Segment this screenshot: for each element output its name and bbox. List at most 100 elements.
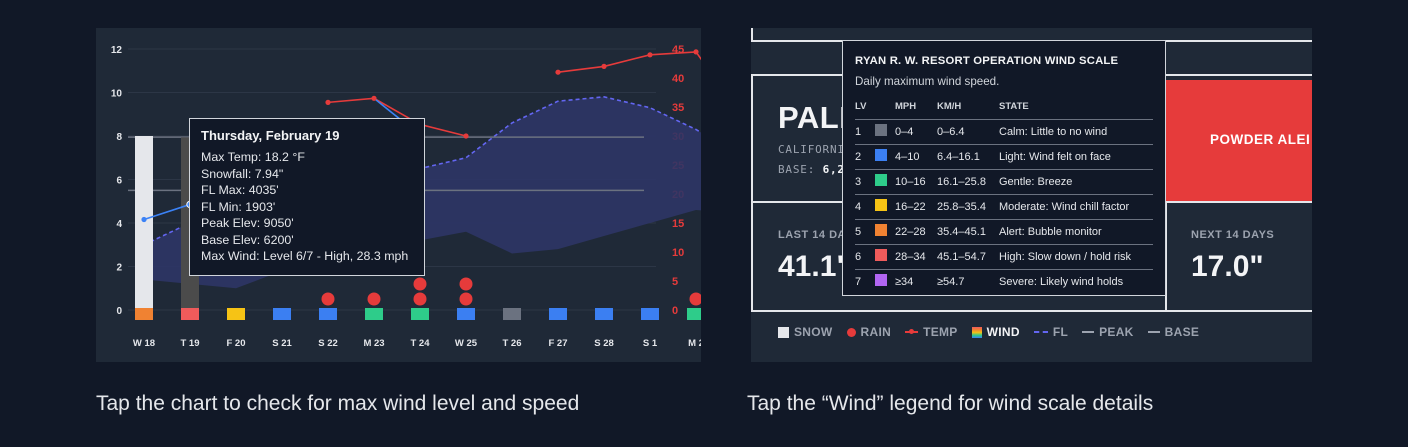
cell-kmh: 6.4–16.1 [937, 143, 999, 169]
cell-state: Alert: Bubble monitor [999, 218, 1153, 244]
rain-dot [413, 277, 427, 291]
cell-lv: 7 [855, 268, 875, 294]
legend-item-fl[interactable]: FL [1033, 325, 1069, 339]
table-body: 1 0–4 0–6.4 Calm: Little to no wind 2 4–10 6.4… [855, 118, 1153, 294]
cell-state: Severe: Likely wind holds [999, 268, 1153, 294]
wind-level-square [181, 308, 199, 320]
legend-item-peak[interactable]: PEAK [1082, 325, 1134, 339]
right-axis-tick: 35 [672, 102, 684, 114]
chart-caption: Tap the chart to check for max wind leve… [96, 392, 580, 415]
wind-level-swatch [875, 268, 895, 294]
column-header: MPH [895, 100, 917, 112]
cell-kmh: 0–6.4 [937, 118, 999, 144]
cell-mph: 22–28 [895, 218, 937, 244]
legend-label: WIND [986, 325, 1020, 339]
left-axis-tick: 2 [116, 263, 122, 274]
temp-point [371, 95, 377, 101]
resort-region: CALIFORNI [778, 143, 845, 156]
wind-color-icon [875, 274, 887, 287]
legend-item-temp[interactable]: TEMP [905, 325, 958, 339]
x-axis-label: M 23 [363, 338, 384, 349]
cell-kmh: 45.1–54.7 [937, 243, 999, 269]
cell-lv: 6 [855, 243, 875, 269]
wind-level-square [549, 308, 567, 320]
legend-item-snow[interactable]: SNOW [778, 325, 833, 339]
legend-item-base[interactable]: BASE [1147, 325, 1200, 339]
table-row: 2 4–10 6.4–16.1 Light: Wind felt on face [855, 143, 1153, 169]
temp-point [141, 216, 147, 223]
divider [751, 75, 753, 312]
wind-level-square [135, 308, 153, 320]
wind-color-icon [875, 249, 887, 261]
popup-title: RYAN R. W. RESORT OPERATION WIND SCALE [855, 55, 1119, 67]
cell-lv: 1 [855, 118, 875, 144]
wind-level-swatch [875, 143, 895, 169]
wind-level-square [227, 308, 245, 320]
cell-mph: 16–22 [895, 193, 937, 219]
wind-scale-table: LV MPH KM/H STATE 1 0–4 0–6.4 Calm: Little to … [855, 99, 1153, 294]
table-row: 1 0–4 0–6.4 Calm: Little to no wind [855, 118, 1153, 144]
right-axis-tick: 45 [672, 44, 684, 56]
right-axis-tick: 10 [672, 247, 684, 259]
right-axis-tick: 5 [672, 276, 678, 288]
cell-mph: ≥34 [895, 268, 937, 294]
powder-alert-banner[interactable]: POWDER ALEI [1165, 80, 1312, 201]
forecast-chart-panel[interactable]: 024681012051015202530354045W 18T 19F 20S… [96, 28, 701, 362]
legend-item-wind[interactable]: WIND [971, 325, 1020, 339]
rain-dot [459, 292, 473, 306]
legend-caption: Tap the “Wind” legend for wind scale det… [747, 392, 1154, 415]
wind-level-square [595, 308, 613, 320]
cell-state: Moderate: Wind chill factor [999, 193, 1153, 219]
tooltip-lines: Max Temp: 18.2 °F Snowfall: 7.94" FL Max: … [201, 149, 413, 265]
legend-swatch-icon [905, 329, 919, 334]
table-row: 5 22–28 35.4–45.1 Alert: Bubble monitor [855, 218, 1153, 244]
divider [1165, 201, 1167, 311]
x-axis-label: S 1 [643, 338, 658, 349]
table-row: 7 ≥34 ≥54.7 Severe: Likely wind holds [855, 268, 1153, 294]
column-header: KM/H [937, 100, 962, 112]
cell-lv: 3 [855, 168, 875, 194]
next-14-days-value: 17.0" [1191, 250, 1264, 283]
cell-lv: 4 [855, 193, 875, 219]
temp-line [143, 203, 191, 221]
legend-swatch-icon [971, 326, 982, 338]
left-axis-tick: 6 [116, 176, 122, 187]
x-axis-label: W 25 [455, 338, 478, 349]
tooltip-line: Peak Elev: 9050' [201, 216, 294, 230]
x-axis-label: F 27 [548, 338, 567, 349]
temp-point [325, 99, 331, 105]
wind-color-icon [875, 124, 887, 136]
temp-point [463, 133, 469, 139]
wind-level-square [411, 308, 429, 320]
left-axis-tick: 8 [116, 132, 122, 143]
column-header: STATE [999, 100, 1029, 112]
right-axis-tick: 0 [672, 305, 678, 317]
wind-level-swatch [875, 118, 895, 144]
legend-swatch-icon [1082, 331, 1095, 333]
legend-label: TEMP [923, 325, 958, 339]
temp-line [327, 97, 467, 137]
cell-state: Light: Wind felt on face [999, 143, 1153, 169]
cell-kmh: 35.4–45.1 [937, 218, 999, 244]
day-tooltip: Thursday, February 19 Max Temp: 18.2 °F S… [189, 118, 425, 276]
table-row: 6 28–34 45.1–54.7 High: Slow down / hold ri… [855, 243, 1153, 269]
resort-panel: PALI CALIFORNI BASE: 6,2 POWDER ALEI LAS… [751, 28, 1312, 362]
legend-item-rain[interactable]: RAIN [846, 325, 892, 339]
legend-swatch-icon [778, 326, 789, 338]
wind-level-square [319, 308, 337, 320]
cell-lv: 5 [855, 218, 875, 244]
tooltip-line: FL Min: 1903' [201, 199, 276, 214]
rain-dot [321, 292, 335, 306]
temp-point [555, 69, 561, 75]
divider [751, 310, 1312, 312]
legend-label: SNOW [794, 325, 833, 339]
cell-kmh: ≥54.7 [937, 268, 999, 294]
rain-dot [413, 292, 427, 306]
chart-legend: SNOW RAIN TEMP WIND FL PEAK BASE [778, 325, 1213, 339]
x-axis-label: T 19 [180, 338, 199, 349]
wind-level-square [641, 308, 659, 320]
resort-base: BASE: 6,2 [778, 163, 845, 176]
temp-point [647, 52, 653, 58]
wind-level-square [365, 308, 383, 320]
legend-label: FL [1052, 325, 1069, 339]
